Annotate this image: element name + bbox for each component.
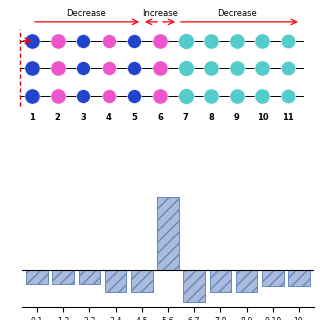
Text: 2: 2 bbox=[55, 113, 60, 122]
Point bbox=[55, 66, 60, 71]
Text: 7: 7 bbox=[183, 113, 188, 122]
Point bbox=[157, 93, 163, 98]
Point bbox=[285, 38, 291, 43]
Point bbox=[157, 66, 163, 71]
Point bbox=[132, 93, 137, 98]
Point bbox=[106, 93, 111, 98]
Text: 11: 11 bbox=[282, 113, 294, 122]
Point bbox=[234, 38, 239, 43]
Point bbox=[234, 66, 239, 71]
Point bbox=[157, 38, 163, 43]
Point bbox=[234, 93, 239, 98]
Point bbox=[260, 38, 265, 43]
Text: Increase: Increase bbox=[142, 9, 178, 19]
Point bbox=[29, 93, 35, 98]
Text: 4: 4 bbox=[106, 113, 112, 122]
Bar bbox=[105, 270, 126, 292]
Text: 3: 3 bbox=[80, 113, 86, 122]
Bar bbox=[288, 270, 310, 286]
Point bbox=[81, 66, 86, 71]
Point bbox=[209, 38, 214, 43]
Point bbox=[55, 38, 60, 43]
Point bbox=[81, 38, 86, 43]
Text: Decrease: Decrease bbox=[217, 9, 257, 19]
Point bbox=[55, 93, 60, 98]
Point bbox=[260, 66, 265, 71]
Point bbox=[285, 66, 291, 71]
Text: 1: 1 bbox=[29, 113, 35, 122]
Point bbox=[106, 38, 111, 43]
Text: 5: 5 bbox=[132, 113, 137, 122]
Point bbox=[29, 38, 35, 43]
Bar bbox=[78, 270, 100, 284]
Point bbox=[81, 93, 86, 98]
Point bbox=[132, 66, 137, 71]
Text: 8: 8 bbox=[208, 113, 214, 122]
Bar bbox=[210, 270, 231, 292]
Bar bbox=[262, 270, 284, 286]
Text: 10: 10 bbox=[257, 113, 268, 122]
Point bbox=[285, 93, 291, 98]
Bar bbox=[183, 270, 205, 302]
Point bbox=[209, 66, 214, 71]
Text: Decrease: Decrease bbox=[66, 9, 106, 19]
Point bbox=[29, 66, 35, 71]
Point bbox=[183, 93, 188, 98]
Bar bbox=[52, 270, 74, 284]
Point bbox=[132, 38, 137, 43]
Point bbox=[209, 93, 214, 98]
Bar bbox=[131, 270, 153, 292]
Point bbox=[106, 66, 111, 71]
Point bbox=[183, 66, 188, 71]
Bar bbox=[236, 270, 258, 292]
Bar bbox=[157, 197, 179, 270]
Text: 9: 9 bbox=[234, 113, 240, 122]
Text: 6: 6 bbox=[157, 113, 163, 122]
Bar bbox=[26, 270, 48, 284]
Point bbox=[260, 93, 265, 98]
Point bbox=[183, 38, 188, 43]
